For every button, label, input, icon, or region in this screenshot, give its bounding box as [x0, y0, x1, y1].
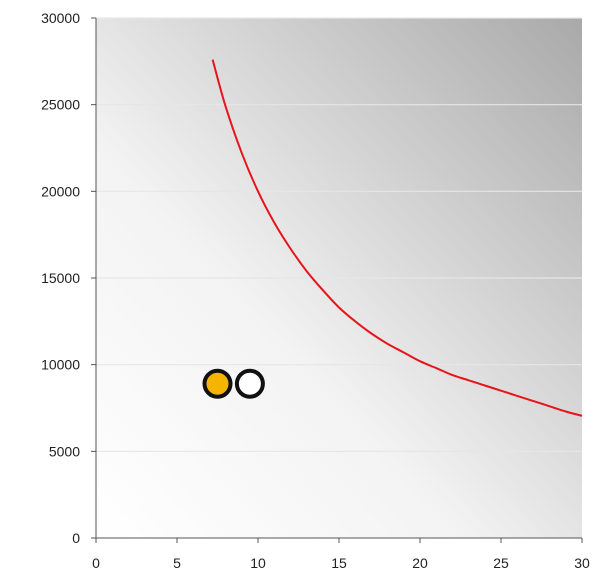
y-tick-label: 15000: [41, 270, 80, 286]
x-tick-label: 20: [412, 555, 428, 571]
gridlines: [96, 17, 582, 452]
x-tick-label: 15: [331, 555, 347, 571]
y-tick-label: 5000: [49, 443, 80, 459]
red-curve-line: [211, 59, 583, 417]
y-tick-label: 10000: [41, 357, 80, 373]
x-tick-label: 5: [173, 555, 181, 571]
orange-point-marker: [202, 368, 233, 399]
white-point-marker: [234, 368, 265, 399]
y-tick-label: 30000: [41, 10, 80, 26]
y-tick-label: 20000: [41, 183, 80, 199]
x-tick-label: 0: [92, 555, 100, 571]
x-tick-label: 30: [574, 555, 590, 571]
series: [202, 59, 583, 417]
x-tick-label: 25: [493, 555, 509, 571]
tick-labels: 0 5000 10000 15000 20000 25000 30000 0 5 10 15 20 25…: [41, 10, 590, 571]
x-tick-label: 10: [250, 555, 266, 571]
y-tick-label: 25000: [41, 97, 80, 113]
axes: [91, 17, 583, 543]
y-tick-label: 0: [72, 530, 80, 546]
